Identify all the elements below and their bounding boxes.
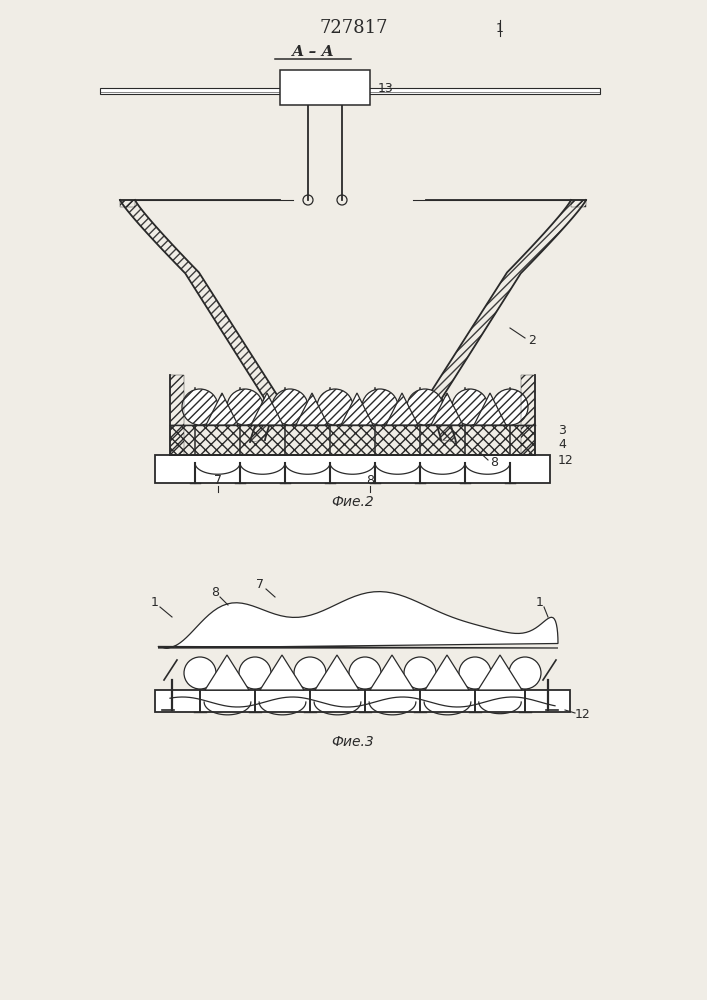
Text: 7: 7 (256, 578, 264, 591)
Text: Фие.3: Фие.3 (332, 735, 375, 749)
Polygon shape (315, 655, 359, 690)
Polygon shape (205, 655, 249, 690)
Text: 727817: 727817 (320, 19, 388, 37)
Bar (155, 455, 550, 483)
Text: 1: 1 (151, 595, 159, 608)
Bar (170, 375, 184, 455)
Polygon shape (478, 655, 522, 690)
Bar (280, 70, 370, 105)
Polygon shape (341, 393, 373, 425)
Polygon shape (158, 592, 558, 648)
Text: 1: 1 (496, 21, 504, 34)
Polygon shape (370, 655, 414, 690)
Circle shape (272, 389, 308, 425)
Text: 12: 12 (558, 454, 574, 466)
Text: 8: 8 (490, 456, 498, 468)
Circle shape (349, 657, 381, 689)
Text: 2: 2 (528, 334, 536, 347)
Text: 8: 8 (211, 585, 219, 598)
Bar (521, 375, 535, 455)
Circle shape (239, 657, 271, 689)
Circle shape (509, 657, 541, 689)
Bar (170, 425, 535, 455)
Polygon shape (296, 393, 328, 425)
Circle shape (362, 389, 398, 425)
Circle shape (452, 389, 488, 425)
Text: 4: 4 (558, 438, 566, 452)
Circle shape (184, 657, 216, 689)
Polygon shape (431, 393, 463, 425)
Text: 1: 1 (536, 595, 544, 608)
Polygon shape (474, 393, 506, 425)
Circle shape (404, 657, 436, 689)
Circle shape (317, 389, 353, 425)
Polygon shape (251, 393, 283, 425)
Polygon shape (386, 393, 418, 425)
Text: А – А: А – А (291, 45, 334, 59)
Polygon shape (206, 393, 238, 425)
Text: 8: 8 (366, 474, 374, 487)
Circle shape (182, 389, 218, 425)
Circle shape (227, 389, 263, 425)
Text: Фие.2: Фие.2 (332, 495, 375, 509)
Text: 13: 13 (378, 82, 394, 95)
Bar (155, 690, 570, 712)
Circle shape (492, 389, 528, 425)
Polygon shape (425, 655, 469, 690)
Circle shape (294, 657, 326, 689)
Text: 3: 3 (558, 424, 566, 436)
Text: 7: 7 (214, 474, 222, 487)
Circle shape (407, 389, 443, 425)
Polygon shape (260, 655, 304, 690)
Text: 12: 12 (575, 708, 591, 722)
Bar (100, 88, 600, 94)
Circle shape (459, 657, 491, 689)
